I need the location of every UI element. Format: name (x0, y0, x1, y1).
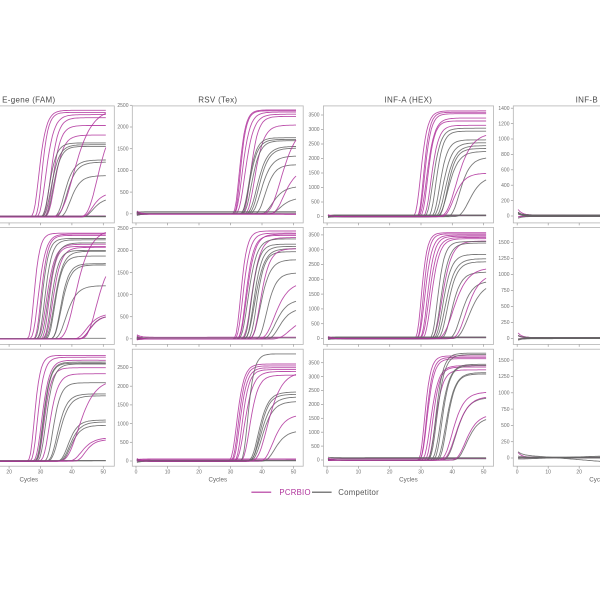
svg-text:0: 0 (317, 214, 320, 220)
svg-text:3500: 3500 (308, 233, 319, 239)
svg-text:0: 0 (317, 458, 320, 464)
svg-text:750: 750 (501, 407, 510, 413)
svg-text:200: 200 (501, 198, 510, 204)
svg-text:40: 40 (259, 470, 265, 476)
svg-text:0: 0 (126, 459, 129, 465)
svg-text:3000: 3000 (308, 127, 319, 133)
svg-text:40: 40 (450, 470, 456, 476)
svg-text:2000: 2000 (308, 156, 319, 162)
svg-text:10: 10 (165, 470, 171, 476)
svg-text:2500: 2500 (308, 388, 319, 394)
svg-text:RSV (Tex): RSV (Tex) (198, 96, 237, 105)
svg-text:1500: 1500 (308, 171, 319, 177)
svg-text:1500: 1500 (498, 358, 509, 364)
svg-text:Competitor: Competitor (338, 488, 379, 497)
svg-text:0: 0 (516, 470, 519, 476)
svg-text:500: 500 (311, 200, 320, 206)
svg-text:PCRBIO: PCRBIO (279, 488, 310, 497)
svg-text:2500: 2500 (117, 365, 128, 371)
svg-text:20: 20 (196, 470, 202, 476)
svg-text:0: 0 (326, 470, 329, 476)
svg-text:1500: 1500 (117, 403, 128, 409)
svg-text:1000: 1000 (117, 421, 128, 427)
svg-text:50: 50 (481, 470, 487, 476)
svg-text:50: 50 (291, 470, 297, 476)
svg-text:3000: 3000 (308, 374, 319, 380)
svg-text:1250: 1250 (498, 374, 509, 380)
svg-text:1000: 1000 (117, 292, 128, 298)
svg-text:500: 500 (501, 304, 510, 310)
svg-text:0: 0 (507, 214, 510, 220)
svg-text:1000: 1000 (308, 430, 319, 436)
svg-text:1400: 1400 (498, 106, 509, 112)
svg-text:2000: 2000 (308, 402, 319, 408)
svg-text:1500: 1500 (308, 292, 319, 298)
svg-text:2500: 2500 (117, 103, 128, 109)
svg-text:1000: 1000 (498, 137, 509, 143)
svg-text:0: 0 (507, 336, 510, 342)
svg-text:2000: 2000 (117, 248, 128, 254)
svg-text:20: 20 (576, 470, 582, 476)
svg-text:INF-B (Cy5): INF-B (Cy5) (576, 96, 600, 105)
svg-text:2500: 2500 (308, 142, 319, 148)
svg-text:20: 20 (6, 470, 12, 476)
svg-text:2500: 2500 (308, 262, 319, 268)
svg-text:1000: 1000 (308, 185, 319, 191)
svg-text:E-gene (FAM): E-gene (FAM) (2, 96, 55, 105)
svg-text:2000: 2000 (117, 384, 128, 390)
svg-text:INF-A (HEX): INF-A (HEX) (385, 96, 433, 105)
svg-text:0: 0 (126, 336, 129, 342)
svg-text:0: 0 (135, 470, 138, 476)
svg-text:600: 600 (501, 168, 510, 174)
svg-text:500: 500 (120, 190, 129, 196)
svg-text:250: 250 (501, 320, 510, 326)
svg-text:1500: 1500 (117, 146, 128, 152)
svg-text:20: 20 (387, 470, 393, 476)
svg-text:0: 0 (126, 212, 129, 218)
svg-text:500: 500 (311, 321, 320, 327)
svg-text:500: 500 (311, 444, 320, 450)
svg-text:750: 750 (501, 288, 510, 294)
svg-text:Cycles: Cycles (589, 477, 600, 484)
svg-text:0: 0 (507, 456, 510, 462)
svg-text:1000: 1000 (498, 391, 509, 397)
svg-text:3000: 3000 (308, 247, 319, 253)
svg-text:10: 10 (356, 470, 362, 476)
svg-text:1500: 1500 (498, 240, 509, 246)
svg-text:500: 500 (501, 423, 510, 429)
svg-text:Cycles: Cycles (20, 477, 39, 484)
svg-text:400: 400 (501, 183, 510, 189)
svg-text:500: 500 (120, 440, 129, 446)
svg-text:3500: 3500 (308, 113, 319, 119)
svg-text:2500: 2500 (117, 226, 128, 232)
svg-text:1200: 1200 (498, 121, 509, 127)
svg-text:2000: 2000 (117, 125, 128, 131)
svg-text:1000: 1000 (117, 168, 128, 174)
svg-text:2000: 2000 (308, 277, 319, 283)
svg-text:1250: 1250 (498, 256, 509, 262)
svg-text:3500: 3500 (308, 360, 319, 366)
svg-text:1000: 1000 (498, 272, 509, 278)
svg-text:10: 10 (545, 470, 551, 476)
svg-text:30: 30 (38, 470, 44, 476)
svg-text:1500: 1500 (117, 270, 128, 276)
svg-text:500: 500 (120, 314, 129, 320)
svg-text:50: 50 (101, 470, 107, 476)
svg-text:30: 30 (418, 470, 424, 476)
svg-text:0: 0 (317, 336, 320, 342)
svg-text:Cycles: Cycles (399, 477, 418, 484)
svg-text:30: 30 (228, 470, 234, 476)
svg-text:800: 800 (501, 152, 510, 158)
svg-text:Cycles: Cycles (209, 477, 228, 484)
svg-text:40: 40 (69, 470, 75, 476)
svg-text:1500: 1500 (308, 416, 319, 422)
svg-text:250: 250 (501, 439, 510, 445)
svg-text:1000: 1000 (308, 307, 319, 313)
